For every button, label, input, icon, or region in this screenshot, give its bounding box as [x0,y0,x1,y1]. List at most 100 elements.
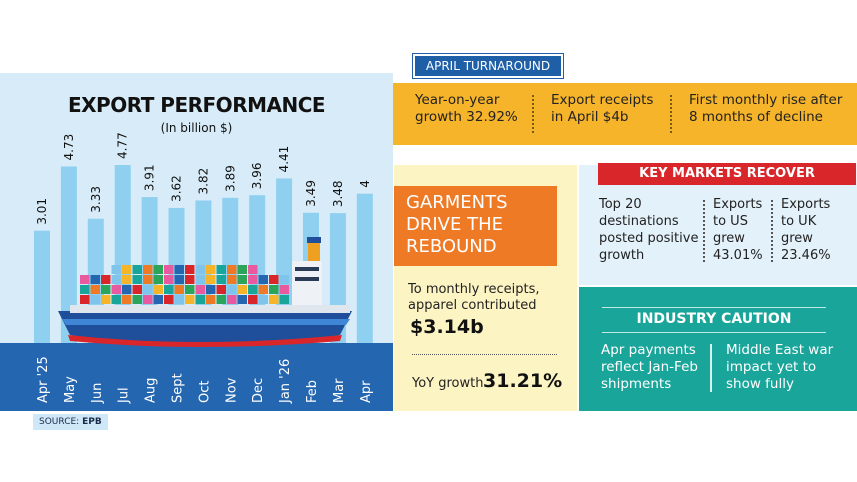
container-box [237,295,247,304]
bar-value-label: 3.49 [304,180,318,207]
container-box [227,265,237,274]
container-box [164,295,174,304]
industry-caution-heading: INDUSTRY CAUTION [636,311,792,327]
container-box [237,275,247,284]
april-divider [532,95,534,133]
bar-value-label: 4 [358,180,372,188]
caution-item-line: shipments [601,376,672,392]
container-box [80,275,90,284]
container-box [153,295,163,304]
garments-yoy-label: YoY growth [412,376,484,391]
april-item-line: Year-on-year [415,92,500,108]
ship-bridge-windows-2 [295,277,319,281]
ship-waterline [68,335,342,347]
container-box [143,285,153,294]
key-item-line: Top 20 [599,197,642,212]
key-item-line: 43.01% [713,248,763,263]
industry-caution-rule [602,332,826,333]
container-box [206,275,216,284]
bar-value-label: 3.89 [223,165,237,192]
key-item-line: grew [781,231,813,246]
month-tick-label: Mar [332,378,347,403]
april-divider [670,95,672,133]
container-box [132,285,142,294]
container-box [80,285,90,294]
key-divider [703,200,705,262]
garments-text-line: apparel contributed [408,298,537,313]
container-box [90,285,100,294]
container-box [143,275,153,284]
key-item-line: Exports [713,197,763,212]
caution-item-middle-east: Middle East war impact yet to show fully [726,342,833,393]
container-box [248,265,258,274]
ship-deck [70,305,350,313]
sea-band [0,343,393,411]
bar-value-label: 3.91 [143,164,157,191]
industry-caution-rule [602,307,826,308]
caution-item-line: impact yet to [726,359,817,375]
ship-funnel [308,241,320,261]
container-box [258,285,268,294]
container-box [174,275,184,284]
garments-heading-line: REBOUND [406,236,497,257]
container-box [237,265,247,274]
month-tick-label: May [63,376,78,403]
ship-funnel-top [307,237,321,243]
garments-text-line: To monthly receipts, [408,282,540,297]
caution-item-line: reflect Jan-Feb [601,359,698,375]
bar-value-label: 3.96 [250,163,264,190]
container-box [269,295,279,304]
container-box [185,295,195,304]
bar-value-label: 4.41 [277,146,291,173]
garments-amount: $3.14b [410,316,484,338]
key-markets-panel [579,165,857,285]
april-turnaround-tag: APRIL TURNAROUND [413,54,563,78]
container-box [153,275,163,284]
april-item-line: First monthly rise after [689,92,843,108]
container-box [122,285,132,294]
container-box [237,285,247,294]
container-box [101,285,111,294]
container-box [195,275,205,284]
container-box [132,275,142,284]
bar-12 [356,193,373,343]
container-box [258,295,268,304]
container-box [174,265,184,274]
container-box [185,265,195,274]
container-box [111,275,121,284]
key-item-line: grew [713,231,745,246]
container-box [185,275,195,284]
chart-title: EXPORT PERFORMANCE [67,93,326,117]
container-box [174,285,184,294]
key-markets-heading: KEY MARKETS RECOVER [598,163,856,185]
caution-divider [710,344,712,392]
bar-value-label: 3.48 [331,180,345,207]
bar-value-label: 3.62 [170,175,184,202]
container-box [279,285,289,294]
container-box [227,295,237,304]
container-box [101,275,111,284]
month-tick-label: Nov [224,377,239,403]
container-box [90,295,100,304]
container-box [132,295,142,304]
container-box [80,295,90,304]
container-box [164,265,174,274]
container-box [206,285,216,294]
garments-yoy-value: 31.21% [483,370,563,392]
container-box [227,275,237,284]
container-box [153,265,163,274]
key-item-line: to US [713,214,748,229]
key-item-line: destinations [599,214,679,229]
container-box [248,295,258,304]
caution-item-line: Middle East war [726,342,834,358]
caution-item-line: Apr payments [601,342,696,358]
container-box [258,275,268,284]
garments-heading: GARMENTS DRIVE THE REBOUND [394,186,557,266]
key-item-line: 23.46% [781,248,831,263]
bar-value-label: 4.77 [116,132,130,159]
container-box [195,295,205,304]
bar-0 [34,230,50,343]
key-item-top20: Top 20 destinations posted positive grow… [599,196,698,264]
container-box [122,295,132,304]
month-tick-label: Jul [117,387,132,404]
